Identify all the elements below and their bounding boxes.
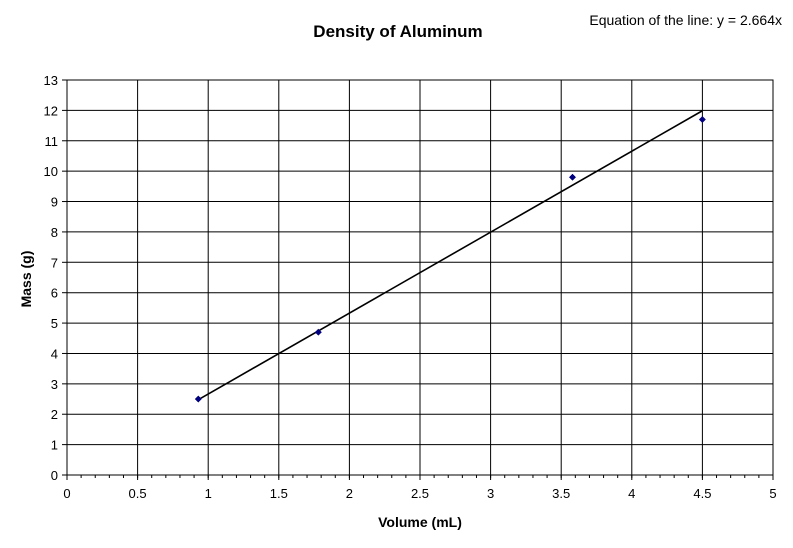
y-tick-label: 4 <box>51 346 58 361</box>
y-tick-label: 2 <box>51 407 58 422</box>
chart-title: Density of Aluminum <box>313 22 482 41</box>
y-axis-title: Mass (g) <box>18 251 34 308</box>
x-tick-label: 3.5 <box>552 486 570 501</box>
x-axis-title: Volume (mL) <box>378 514 462 530</box>
x-tick-label: 0.5 <box>129 486 147 501</box>
y-tick-label: 10 <box>44 164 58 179</box>
data-point <box>568 173 577 181</box>
x-tick-label: 3 <box>487 486 494 501</box>
x-tick-label: 2 <box>346 486 353 501</box>
y-tick-label: 11 <box>45 134 59 149</box>
x-tick-label: 0 <box>63 486 70 501</box>
x-tick-label: 5 <box>769 486 776 501</box>
y-tick-label: 12 <box>44 103 58 118</box>
y-tick-label: 7 <box>51 255 58 270</box>
x-tick-label: 1 <box>205 486 212 501</box>
x-tick-label: 4 <box>628 486 635 501</box>
y-tick-label: 5 <box>51 316 58 331</box>
y-tick-label: 1 <box>51 438 58 453</box>
x-tick-label: 4.5 <box>693 486 711 501</box>
x-tick-label: 2.5 <box>411 486 429 501</box>
y-tick-label: 13 <box>44 73 58 88</box>
y-tick-label: 9 <box>51 195 58 210</box>
data-point <box>698 115 706 124</box>
y-tick-label: 3 <box>51 377 58 392</box>
y-tick-label: 8 <box>51 225 58 240</box>
data-point <box>194 395 202 403</box>
y-tick-label: 6 <box>51 286 58 301</box>
x-tick-label: 1.5 <box>270 486 288 501</box>
trendline <box>197 110 703 401</box>
y-tick-label: 0 <box>51 468 58 483</box>
grid <box>66 79 774 476</box>
data-layer <box>194 110 706 403</box>
data-point <box>314 328 322 336</box>
equation-annotation: Equation of the line: y = 2.664x <box>589 12 782 28</box>
